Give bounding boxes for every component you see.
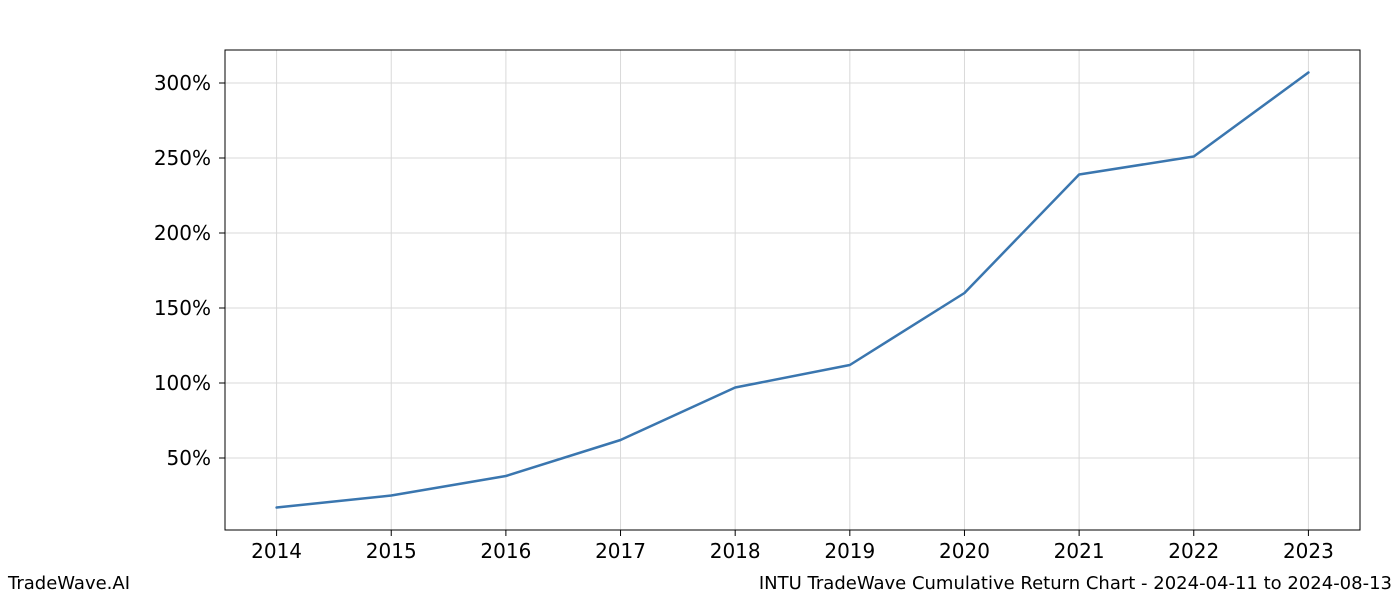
x-tick-label: 2014 — [251, 539, 302, 563]
y-tick-label: 200% — [154, 221, 211, 245]
y-tick-label: 150% — [154, 296, 211, 320]
x-tick-label: 2019 — [824, 539, 875, 563]
x-tick-label: 2020 — [939, 539, 990, 563]
x-tick-label: 2018 — [710, 539, 761, 563]
footer-caption: INTU TradeWave Cumulative Return Chart -… — [759, 573, 1392, 594]
x-tick-label: 2016 — [480, 539, 531, 563]
x-tick-label: 2023 — [1283, 539, 1334, 563]
footer-brand: TradeWave.AI — [8, 573, 130, 594]
x-tick-label: 2022 — [1168, 539, 1219, 563]
y-tick-label: 250% — [154, 146, 211, 170]
x-tick-label: 2017 — [595, 539, 646, 563]
y-tick-label: 100% — [154, 371, 211, 395]
x-tick-label: 2015 — [366, 539, 417, 563]
chart-container: 2014 2015 2016 2017 2018 2019 2020 2021 2022 2023… — [0, 0, 1400, 600]
line-chart: 2014 2015 2016 2017 2018 2019 2020 2021 2022 2023… — [0, 0, 1400, 600]
x-tick-label: 2021 — [1054, 539, 1105, 563]
y-tick-label: 50% — [167, 446, 211, 470]
y-tick-label: 300% — [154, 71, 211, 95]
